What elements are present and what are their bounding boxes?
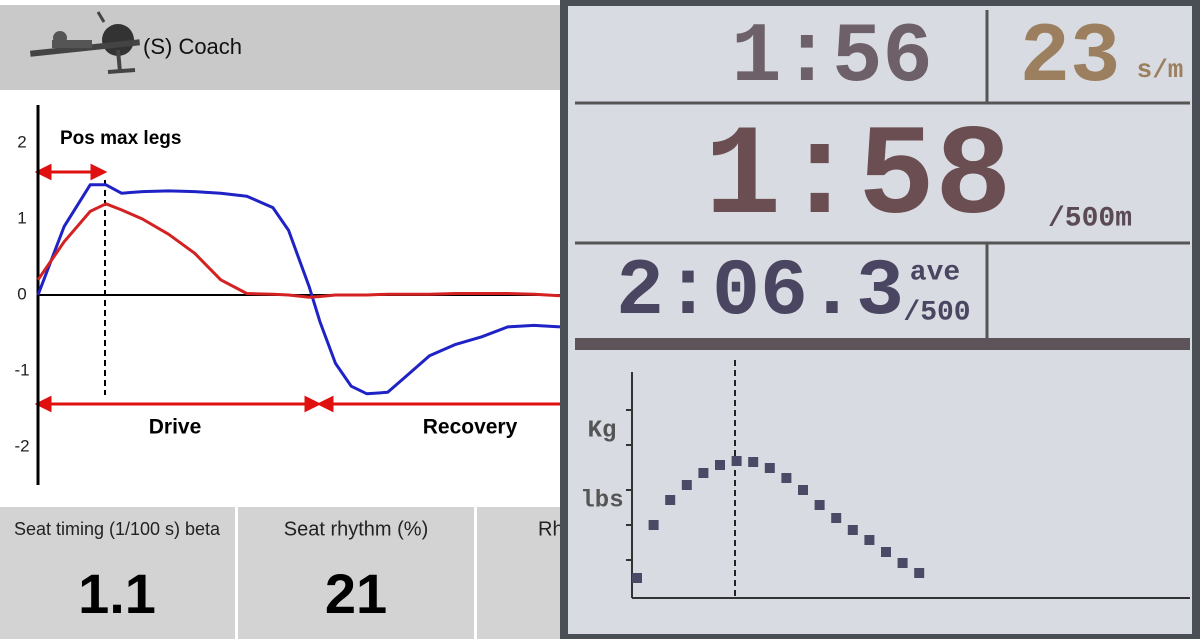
tile-value: 21 (325, 562, 387, 625)
force-axes (626, 372, 1190, 599)
tile (0, 507, 235, 639)
force-point (897, 558, 908, 568)
tile-label: Rh (538, 518, 564, 540)
tile-label: Seat rhythm (%) (284, 518, 428, 540)
monitor-grid (575, 10, 1190, 338)
tile-value: 1.1 (78, 562, 156, 625)
force-unit: Kg (588, 417, 617, 444)
seat-chart: Pos max legs Drive Recovery 2 1 0 -1 -2 (14, 105, 561, 485)
average-label: ave (910, 257, 960, 288)
split: 1:56 (731, 11, 933, 106)
tile-label: Seat timing (1/100 s) beta (14, 519, 221, 539)
force-point (748, 457, 759, 467)
rate: 23 (1020, 11, 1121, 106)
force-point (715, 460, 725, 470)
force-point (681, 480, 692, 490)
force-point (798, 485, 808, 495)
force-point (781, 473, 792, 483)
force-point (881, 547, 891, 557)
pace: 1:58 (704, 106, 1011, 251)
force-point (698, 468, 709, 478)
monitor-screen (568, 6, 1192, 634)
force-point (914, 568, 925, 578)
series-line (36, 183, 561, 396)
force-point (814, 500, 825, 510)
app-title: (S) Coach (143, 34, 242, 59)
arrows (34, 163, 560, 413)
annotation: Drive (149, 416, 202, 439)
y-tick-label: -1 (14, 360, 29, 379)
average-unit: /500 (903, 297, 970, 328)
force-point (665, 495, 676, 505)
monitor-bar (575, 338, 1190, 350)
series-line (36, 202, 561, 299)
y-tick-label: 2 (17, 132, 26, 151)
force-point (847, 525, 858, 535)
force-point (648, 520, 659, 530)
force-point (632, 573, 642, 583)
y-tick-label: 0 (17, 284, 26, 303)
y-tick-label: 1 (17, 208, 26, 227)
annotation: Pos max legs (60, 128, 181, 149)
force-point (864, 535, 875, 545)
force-point (831, 513, 842, 523)
rate-unit: s/m (1137, 55, 1184, 85)
tile (238, 507, 474, 639)
pace-unit: /500m (1048, 203, 1132, 234)
force-point (731, 456, 742, 466)
tiles: Seat timing (1/100 s) beta Seat rhythm (… (0, 507, 564, 639)
tile (477, 507, 560, 639)
annotation: Recovery (423, 416, 518, 439)
y-tick-label: -2 (14, 436, 29, 455)
force-point (764, 463, 775, 473)
rower-icon (29, 11, 141, 74)
average: 2:06.3 (616, 247, 904, 338)
force-unit: lbs (580, 487, 623, 514)
